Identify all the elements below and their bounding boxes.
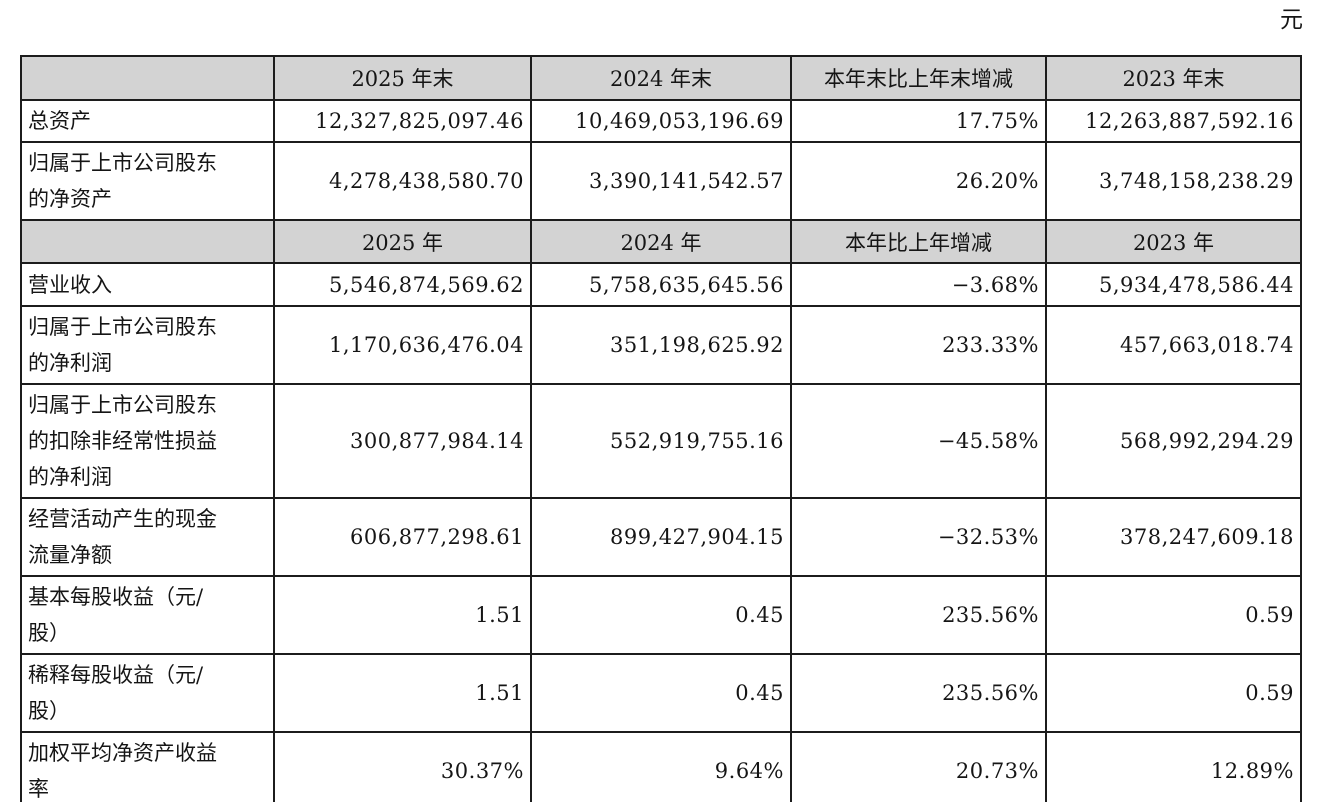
financial-summary-table: 2025 年末 2024 年末 本年末比上年末增减 2023 年末 总资产 12… — [20, 55, 1302, 802]
row-label-cell: 归属于上市公司股东 的净利润 — [20, 305, 275, 385]
value-cell: −32.53% — [790, 497, 1047, 577]
header-cell-2023-year-end: 2023 年末 — [1045, 55, 1302, 101]
header-cell-2024-year-end: 2024 年末 — [530, 55, 792, 101]
value-cell: 12.89% — [1045, 731, 1302, 802]
value-cell: 235.56% — [790, 653, 1047, 733]
value-cell: 5,758,635,645.56 — [530, 262, 792, 307]
value-cell: 17.75% — [790, 99, 1047, 143]
value-cell: 3,390,141,542.57 — [530, 141, 792, 221]
value-cell: 4,278,438,580.70 — [273, 141, 532, 221]
row-label-cell: 归属于上市公司股东 的扣除非经常性损益 的净利润 — [20, 383, 275, 499]
header-cell-blank — [20, 219, 275, 264]
value-cell: 30.37% — [273, 731, 532, 802]
header-cell-2023: 2023 年 — [1045, 219, 1302, 264]
header-cell-2025: 2025 年 — [273, 219, 532, 264]
value-cell: 9.64% — [530, 731, 792, 802]
value-cell: 0.59 — [1045, 653, 1302, 733]
table-row-basic-eps: 基本每股收益（元/ 股） 1.51 0.45 235.56% 0.59 — [20, 575, 1302, 655]
value-cell: 1,170,636,476.04 — [273, 305, 532, 385]
value-cell: 5,546,874,569.62 — [273, 262, 532, 307]
value-cell: 457,663,018.74 — [1045, 305, 1302, 385]
value-cell: 606,877,298.61 — [273, 497, 532, 577]
table-header-row: 2025 年末 2024 年末 本年末比上年末增减 2023 年末 — [20, 55, 1302, 101]
row-label-cell: 加权平均净资产收益 率 — [20, 731, 275, 802]
row-label-cell: 稀释每股收益（元/ 股） — [20, 653, 275, 733]
value-cell: 351,198,625.92 — [530, 305, 792, 385]
value-cell: 1.51 — [273, 575, 532, 655]
header-cell-2025-year-end: 2025 年末 — [273, 55, 532, 101]
value-cell: −45.58% — [790, 383, 1047, 499]
value-cell: 26.20% — [790, 141, 1047, 221]
table-row-net-profit-excl-nonrecurring: 归属于上市公司股东 的扣除非经常性损益 的净利润 300,877,984.14 … — [20, 383, 1302, 499]
value-cell: 552,919,755.16 — [530, 383, 792, 499]
value-cell: 568,992,294.29 — [1045, 383, 1302, 499]
table-row-net-assets: 归属于上市公司股东 的净资产 4,278,438,580.70 3,390,14… — [20, 141, 1302, 221]
value-cell: 3,748,158,238.29 — [1045, 141, 1302, 221]
table-body: 2025 年末 2024 年末 本年末比上年末增减 2023 年末 总资产 12… — [20, 55, 1302, 802]
value-cell: 378,247,609.18 — [1045, 497, 1302, 577]
value-cell: 0.45 — [530, 653, 792, 733]
table-row-diluted-eps: 稀释每股收益（元/ 股） 1.51 0.45 235.56% 0.59 — [20, 653, 1302, 733]
table-row-weighted-avg-roe: 加权平均净资产收益 率 30.37% 9.64% 20.73% 12.89% — [20, 731, 1302, 802]
header-cell-blank — [20, 55, 275, 101]
row-label-cell: 基本每股收益（元/ 股） — [20, 575, 275, 655]
value-cell: 235.56% — [790, 575, 1047, 655]
value-cell: 20.73% — [790, 731, 1047, 802]
value-cell: 899,427,904.15 — [530, 497, 792, 577]
currency-unit-label: 元 — [1280, 7, 1303, 33]
value-cell: 1.51 — [273, 653, 532, 733]
row-label-cell: 经营活动产生的现金 流量净额 — [20, 497, 275, 577]
value-cell: −3.68% — [790, 262, 1047, 307]
row-label-cell: 归属于上市公司股东 的净资产 — [20, 141, 275, 221]
value-cell: 300,877,984.14 — [273, 383, 532, 499]
value-cell: 12,327,825,097.46 — [273, 99, 532, 143]
value-cell: 12,263,887,592.16 — [1045, 99, 1302, 143]
row-label-cell: 总资产 — [20, 99, 275, 143]
table-row-net-profit: 归属于上市公司股东 的净利润 1,170,636,476.04 351,198,… — [20, 305, 1302, 385]
table-row-operating-cash-flow: 经营活动产生的现金 流量净额 606,877,298.61 899,427,90… — [20, 497, 1302, 577]
table-row-total-assets: 总资产 12,327,825,097.46 10,469,053,196.69 … — [20, 99, 1302, 143]
value-cell: 5,934,478,586.44 — [1045, 262, 1302, 307]
value-cell: 233.33% — [790, 305, 1047, 385]
value-cell: 0.45 — [530, 575, 792, 655]
row-label-cell: 营业收入 — [20, 262, 275, 307]
value-cell: 10,469,053,196.69 — [530, 99, 792, 143]
header-cell-2024: 2024 年 — [530, 219, 792, 264]
header-cell-annual-change: 本年比上年增减 — [790, 219, 1047, 264]
value-cell: 0.59 — [1045, 575, 1302, 655]
header-cell-yoy-change: 本年末比上年末增减 — [790, 55, 1047, 101]
table-row-revenue: 营业收入 5,546,874,569.62 5,758,635,645.56 −… — [20, 262, 1302, 307]
table-header-row-annual: 2025 年 2024 年 本年比上年增减 2023 年 — [20, 219, 1302, 264]
